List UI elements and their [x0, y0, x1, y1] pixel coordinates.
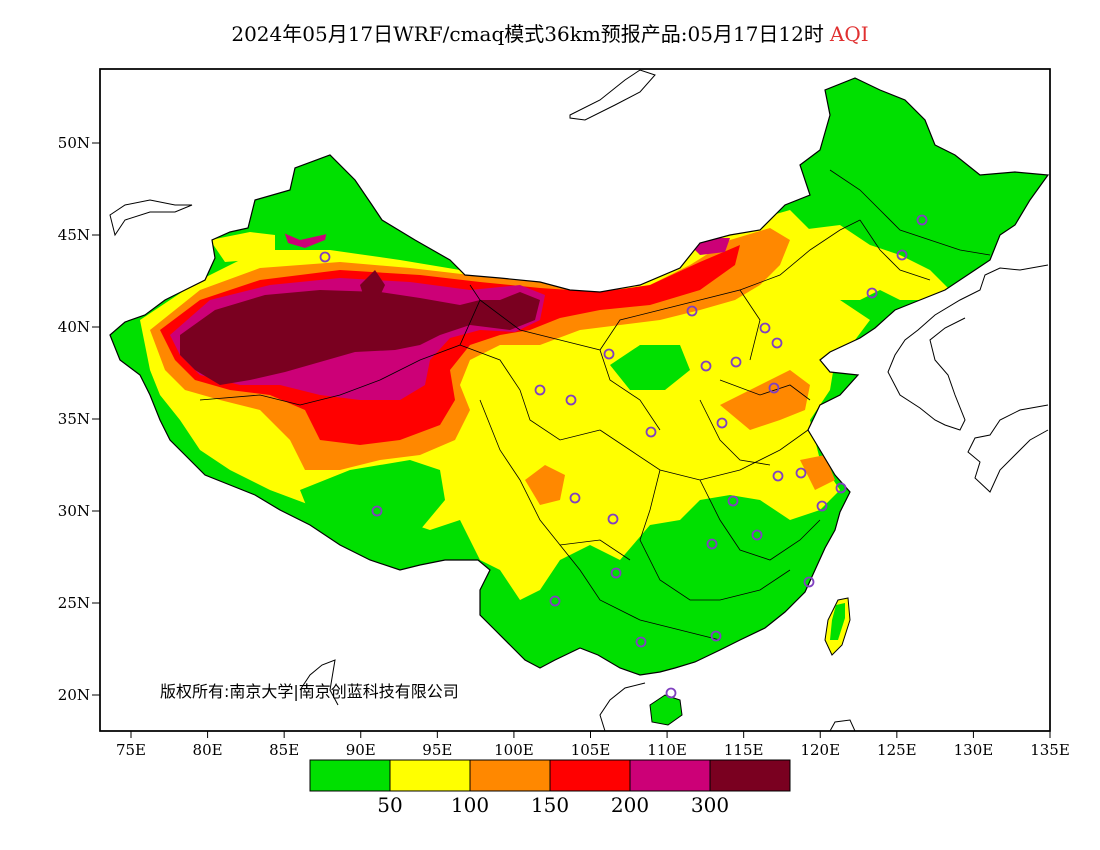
- legend-swatch: [309, 759, 391, 792]
- latitude-axis: 50N 45N 40N 35N 30N 25N 20N: [58, 134, 100, 704]
- station-marker: [645, 426, 657, 438]
- lon-tick-label: 95E: [422, 741, 452, 759]
- field-yellow-ne: [800, 225, 950, 300]
- title-main: 2024年05月17日WRF/cmaq模式36km预报产品:05月17日12时: [231, 22, 824, 46]
- lat-tick-label: 30N: [58, 502, 90, 520]
- lon-tick-label: 115E: [724, 741, 764, 759]
- lon-tick-label: 120E: [800, 741, 840, 759]
- field-orange-central: [525, 465, 565, 505]
- lat-tick-label: 35N: [58, 410, 90, 428]
- neighbour-outlines: [109, 69, 1049, 731]
- station-marker: [706, 538, 718, 550]
- lat-tick-label: 45N: [58, 226, 90, 244]
- station-marker: [835, 482, 847, 494]
- station-marker: [635, 636, 647, 648]
- station-marker: [716, 417, 728, 429]
- lon-tick-label: 125E: [877, 741, 917, 759]
- station-marker: [795, 467, 807, 479]
- station-marker: [751, 529, 763, 541]
- legend-label: 50: [377, 793, 402, 817]
- lon-tick-label: 100E: [494, 741, 534, 759]
- station-marker: [727, 495, 739, 507]
- station-marker: [603, 348, 615, 360]
- field-maroon: [180, 290, 540, 385]
- legend-label: 150: [531, 793, 569, 817]
- taiwan-green: [830, 603, 845, 640]
- aqi-legend: 50 100 150 200 300: [309, 759, 791, 817]
- lat-tick-label: 40N: [58, 318, 90, 336]
- lat-tick-label: 25N: [58, 594, 90, 612]
- hainan-island: [649, 694, 683, 726]
- legend-swatch: [709, 759, 791, 792]
- station-marker: [569, 492, 581, 504]
- station-marker: [771, 337, 783, 349]
- province-boundaries: [199, 169, 991, 641]
- field-orange-se: [800, 455, 835, 490]
- station-marker: [610, 567, 622, 579]
- station-marker: [816, 500, 828, 512]
- china-outline: [109, 77, 1050, 676]
- legend-label: 300: [691, 793, 729, 817]
- field-yellow-west: [210, 232, 275, 262]
- longitude-axis: 75E 80E 85E 90E 95E 100E 105E 110E 115E 120E 125E 1…: [116, 731, 1070, 759]
- station-marker: [730, 356, 742, 368]
- legend-swatch: [389, 759, 471, 792]
- station-marker: [549, 595, 561, 607]
- map-frame-border: [99, 68, 1051, 732]
- copyright-text: 版权所有:南京大学|南京创蓝科技有限公司: [160, 682, 459, 701]
- station-marker: [916, 214, 928, 226]
- lon-tick-label: 130E: [954, 741, 994, 759]
- station-marker: [607, 513, 619, 525]
- lon-tick-label: 135E: [1030, 741, 1070, 759]
- field-maroon-mid: [360, 270, 385, 300]
- station-marker: [534, 384, 546, 396]
- station-markers: [319, 214, 928, 699]
- legend-label: 200: [611, 793, 649, 817]
- lon-tick-label: 85E: [269, 741, 299, 759]
- station-marker: [665, 687, 677, 699]
- station-marker: [371, 505, 383, 517]
- station-marker: [565, 394, 577, 406]
- field-orange-east: [720, 370, 810, 430]
- lat-tick-label: 20N: [58, 686, 90, 704]
- lon-tick-label: 90E: [346, 741, 376, 759]
- title-variable: AQI: [829, 22, 869, 46]
- station-marker: [772, 470, 784, 482]
- map-title: 2024年05月17日WRF/cmaq模式36km预报产品:05月17日12时 A…: [0, 18, 1100, 47]
- legend-swatch: [549, 759, 631, 792]
- station-marker: [319, 251, 331, 263]
- lon-tick-label: 75E: [116, 741, 146, 759]
- lat-tick-label: 50N: [58, 134, 90, 152]
- station-marker: [710, 630, 722, 642]
- field-green-east: [610, 345, 690, 390]
- station-marker: [866, 287, 878, 299]
- field-green-south: [300, 460, 445, 540]
- legend-swatch: [469, 759, 551, 792]
- station-marker: [759, 322, 771, 334]
- lon-tick-label: 110E: [647, 741, 687, 759]
- station-marker: [803, 576, 815, 588]
- station-marker: [768, 382, 780, 394]
- legend-label: 100: [451, 793, 489, 817]
- legend-swatch: [629, 759, 711, 792]
- station-marker: [896, 249, 908, 261]
- lon-tick-label: 80E: [193, 741, 223, 759]
- station-marker: [686, 305, 698, 317]
- lon-tick-label: 105E: [571, 741, 611, 759]
- station-marker: [700, 360, 712, 372]
